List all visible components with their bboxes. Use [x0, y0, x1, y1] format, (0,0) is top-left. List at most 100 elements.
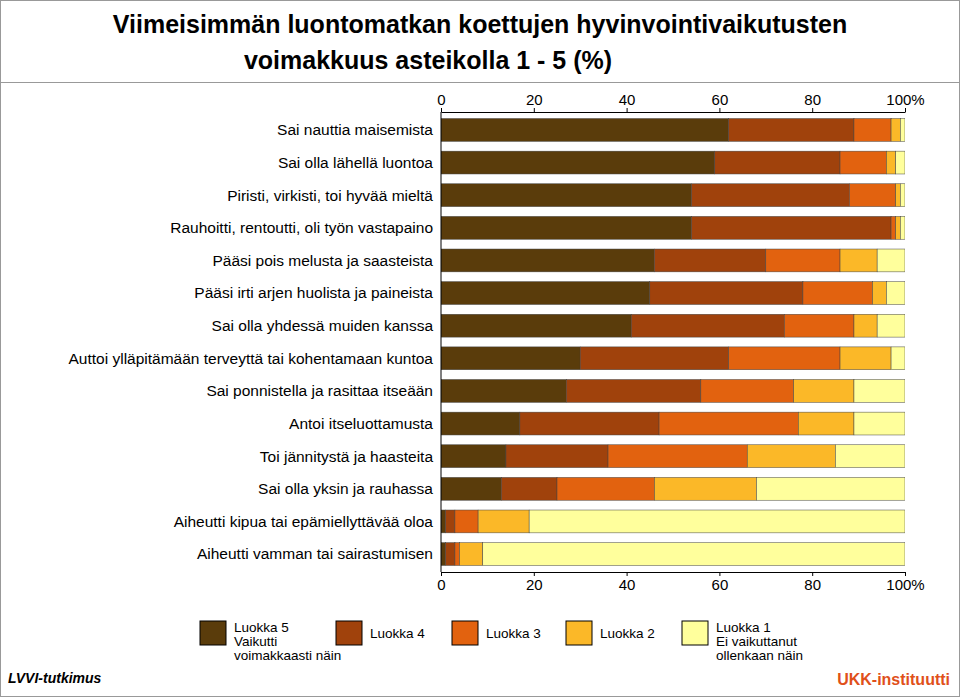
bar	[483, 543, 905, 566]
tick-mark	[441, 108, 442, 112]
tick-mark	[719, 108, 720, 112]
bar	[441, 249, 654, 272]
chart-svg: Viimeisimmän luontomatkan koettujen hyvi…	[0, 0, 960, 697]
legend-swatch	[200, 621, 226, 645]
bar	[441, 282, 650, 305]
tick: 60	[712, 572, 729, 593]
tick-label: 60	[712, 576, 729, 593]
bar	[757, 477, 905, 500]
tick-label: 0	[437, 91, 445, 108]
bar	[900, 184, 905, 207]
bar	[692, 184, 850, 207]
legend: Luokka 5Vaikuttivoimakkaasti näinLuokka …	[200, 620, 803, 663]
bar	[729, 347, 840, 370]
bar	[529, 510, 905, 533]
tick: 60	[712, 91, 729, 112]
tick-label: 80	[804, 91, 821, 108]
tick-mark	[534, 108, 535, 112]
bar	[441, 412, 520, 435]
bar	[441, 380, 566, 403]
legend-swatch	[336, 621, 362, 645]
bar	[747, 445, 835, 468]
bar	[840, 347, 891, 370]
bar	[891, 347, 905, 370]
tick: 80	[804, 572, 821, 593]
legend-item: Luokka 3	[452, 621, 541, 645]
bar	[701, 380, 794, 403]
bar	[877, 314, 905, 337]
legend-label: Luokka 1Ei vaikuttanutollenkaan näin	[716, 620, 803, 663]
axis-line	[442, 112, 906, 113]
bars	[441, 119, 905, 566]
bar	[441, 314, 631, 337]
annotation: UKK-instituutti	[837, 671, 950, 688]
bar	[557, 477, 654, 500]
bar	[873, 282, 887, 305]
tick-mark	[905, 108, 906, 112]
bar	[506, 445, 608, 468]
bar	[840, 151, 886, 174]
bar	[460, 543, 483, 566]
tick-label: 80	[804, 576, 821, 593]
bar	[854, 119, 891, 142]
x-axis-bottom: 020406080100%	[437, 572, 924, 593]
tick: 0	[437, 91, 445, 112]
category-label: Sai ponnistella ja rasittaa itseään	[206, 382, 433, 399]
category-label: Sai olla lähellä luontoa	[278, 154, 433, 171]
tick-label: 100%	[886, 91, 924, 108]
bar	[900, 119, 905, 142]
legend-swatch	[452, 621, 478, 645]
legend-swatch	[682, 621, 708, 645]
category-label: Toi jännitystä ja haasteita	[260, 448, 434, 465]
legend-item: Luokka 4	[336, 621, 425, 645]
legend-label: Luokka 4	[370, 626, 425, 641]
category-label: Pääsi pois melusta ja saasteista	[212, 252, 433, 269]
bar	[896, 151, 905, 174]
bar	[900, 216, 905, 239]
category-label: Piristi, virkisti, toi hyvää mieltä	[227, 187, 433, 204]
bar	[654, 477, 756, 500]
bar	[520, 412, 659, 435]
bar	[441, 119, 729, 142]
tick-label: 60	[712, 91, 729, 108]
bar	[501, 477, 557, 500]
category-labels: Sai nauttia maisemista Sai olla lähellä l…	[69, 121, 434, 562]
outer-frame	[1, 1, 960, 697]
bar	[803, 282, 873, 305]
tick: 20	[526, 91, 543, 112]
bar	[441, 445, 506, 468]
bar	[891, 119, 900, 142]
tick: 100%	[886, 572, 924, 593]
bar	[729, 119, 854, 142]
annotation: LVVI-tutkimus	[8, 670, 102, 686]
category-label: Sai olla yhdessä muiden kanssa	[212, 317, 434, 334]
series-5	[483, 119, 905, 566]
category-label: Pääsi irti arjen huolista ja paineista	[194, 284, 433, 301]
bar	[608, 445, 747, 468]
bar	[766, 249, 840, 272]
bar	[896, 216, 901, 239]
legend-label: Luokka 3	[486, 626, 541, 641]
bar	[441, 543, 446, 566]
category-label: Auttoi ylläpitämään terveyttä tai kohent…	[69, 350, 434, 367]
bar	[441, 184, 692, 207]
category-label: Sai nauttia maisemista	[277, 121, 433, 138]
bar	[835, 445, 905, 468]
tick: 20	[526, 572, 543, 593]
category-label: Aiheutti kipua tai epämiellyttävää oloa	[174, 513, 434, 530]
category-label: Sai olla yksin ja rauhassa	[258, 480, 433, 497]
bar	[886, 151, 895, 174]
bar	[896, 184, 901, 207]
tick: 100%	[886, 91, 924, 112]
bar	[580, 347, 728, 370]
legend-item: Luokka 1Ei vaikuttanutollenkaan näin	[682, 620, 803, 663]
bar	[854, 314, 877, 337]
bar	[478, 510, 529, 533]
plot-left-edge	[441, 112, 442, 572]
bar	[654, 249, 765, 272]
category-label: Aiheutti vamman tai sairastumisen	[197, 545, 433, 562]
tick-label: 20	[526, 576, 543, 593]
bar	[692, 216, 892, 239]
tick-label: 40	[619, 91, 636, 108]
tick-mark	[812, 108, 813, 112]
